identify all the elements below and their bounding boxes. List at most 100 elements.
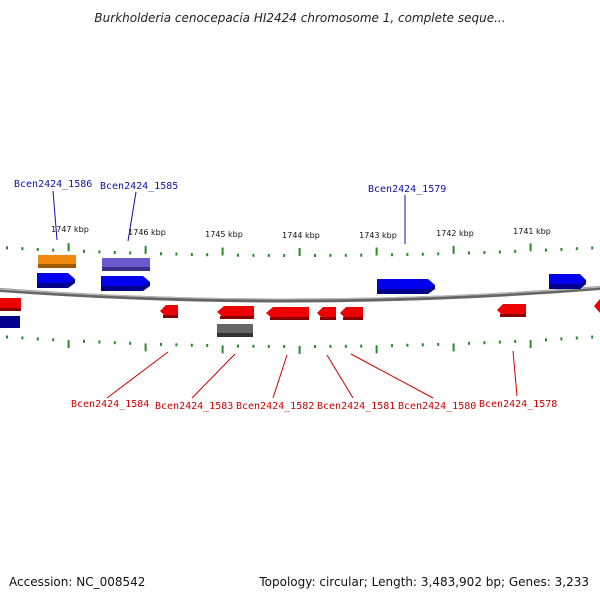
gene-label-1582[interactable]: Bcen2424_1582	[236, 401, 314, 412]
minor-tick	[129, 341, 132, 345]
minor-tick	[329, 344, 332, 348]
minor-tick	[545, 338, 547, 342]
gene-arrow-shadow	[549, 280, 586, 289]
gene-feature	[0, 316, 20, 328]
gene-arrow-1583[interactable]	[217, 306, 254, 318]
gene-label-1581[interactable]: Bcen2424_1581	[317, 401, 395, 412]
label-connector	[106, 351, 169, 399]
minor-tick	[6, 246, 8, 250]
minor-tick	[591, 246, 594, 250]
gene-arrow[interactable]	[594, 299, 600, 313]
minor-tick	[206, 253, 209, 257]
minor-tick	[514, 249, 517, 253]
minor-tick	[21, 336, 24, 340]
gene-label-1586[interactable]: Bcen2424_1586	[14, 179, 92, 190]
minor-tick	[267, 253, 270, 257]
minor-tick	[329, 253, 332, 257]
major-tick	[144, 245, 147, 254]
gene-arrow-1579[interactable]	[377, 279, 435, 291]
minor-tick	[560, 247, 563, 251]
minor-tick	[575, 336, 578, 340]
forward-strand-genes	[37, 255, 586, 294]
chromosome-backbone-highlight	[0, 286, 600, 300]
minor-tick	[283, 345, 286, 348]
major-tick	[221, 345, 224, 354]
minor-tick	[360, 344, 363, 348]
gene-label-1579[interactable]: Bcen2424_1579	[368, 184, 446, 195]
major-tick	[221, 247, 224, 256]
gene-label-1583[interactable]: Bcen2424_1583	[155, 401, 233, 412]
major-tick	[452, 245, 455, 254]
scale-label: 1747 kbp	[51, 225, 89, 234]
gene-arrow-1585[interactable]	[101, 276, 150, 288]
major-tick	[298, 346, 301, 354]
minor-tick	[344, 253, 347, 257]
minor-tick	[160, 252, 162, 256]
gene-label-1585[interactable]: Bcen2424_1585	[100, 181, 178, 192]
gene-arrow-1586[interactable]	[37, 273, 75, 285]
minor-tick	[468, 341, 470, 345]
minor-tick	[129, 251, 132, 255]
minor-tick	[267, 344, 270, 348]
gene-arrow-1584[interactable]	[160, 305, 178, 317]
scale-label: 1746 kbp	[128, 228, 166, 237]
minor-tick	[421, 343, 424, 347]
gene-arrow-1581[interactable]	[317, 307, 336, 319]
minor-tick	[98, 340, 101, 344]
major-tick	[375, 247, 378, 256]
minor-tick	[545, 248, 547, 252]
accession-text: Accession: NC_008542	[9, 575, 146, 589]
label-connector	[350, 353, 434, 399]
minor-tick	[237, 344, 239, 348]
scale-label: 1745 kbp	[205, 230, 243, 239]
minor-tick	[83, 249, 85, 253]
major-tick	[67, 243, 70, 252]
gene-label-1578[interactable]: Bcen2424_1578	[479, 399, 557, 410]
major-tick	[375, 345, 378, 354]
minor-tick	[21, 247, 24, 251]
gene-arrow[interactable]	[549, 274, 586, 286]
minor-tick	[591, 335, 594, 339]
minor-tick	[406, 253, 409, 256]
label-connector	[52, 190, 58, 241]
gene-label-1584[interactable]: Bcen2424_1584	[71, 399, 149, 410]
scale-label: 1743 kbp	[359, 231, 397, 240]
gene-arrow-1582[interactable]	[266, 307, 309, 319]
major-tick	[529, 243, 532, 252]
gene-arrow-shadow	[163, 315, 178, 318]
minor-tick	[575, 247, 578, 251]
label-connector	[272, 354, 288, 399]
minor-tick	[175, 252, 178, 256]
gene-arrow-shadow	[101, 282, 150, 291]
label-connector	[127, 191, 137, 242]
gene-arrow-shadow	[0, 308, 21, 311]
minor-tick	[36, 337, 39, 341]
minor-tick	[498, 340, 501, 344]
scale-label: 1741 kbp	[513, 227, 551, 236]
minor-tick	[314, 254, 316, 257]
gene-arrow-1580[interactable]	[340, 307, 363, 319]
minor-tick	[6, 335, 8, 339]
scale-label: 1744 kbp	[282, 231, 320, 240]
minor-tick	[252, 344, 255, 348]
gene-arrow-shadow	[500, 314, 526, 317]
scale-labels: 1747 kbp 1746 kbp 1745 kbp 1744 kbp 1743…	[51, 225, 551, 240]
map-title: Burkholderia cenocepacia HI2424 chromoso…	[94, 11, 506, 25]
minor-tick	[468, 251, 470, 255]
gene-arrow-shadow	[343, 317, 363, 320]
gene-arrow-shadow	[37, 279, 75, 288]
minor-tick	[252, 253, 255, 257]
label-connector	[191, 353, 236, 399]
minor-tick	[437, 252, 440, 256]
major-tick	[452, 343, 455, 352]
minor-tick	[344, 344, 347, 348]
gene-arrow-1578[interactable]	[497, 304, 526, 316]
scale-ticks-bottom	[6, 335, 594, 354]
minor-tick	[190, 253, 193, 256]
minor-tick	[498, 250, 501, 254]
minor-tick	[360, 253, 363, 257]
gene-arrow[interactable]	[0, 298, 21, 310]
gene-label-1580[interactable]: Bcen2424_1580	[398, 401, 476, 412]
minor-tick	[83, 339, 85, 343]
minor-tick	[113, 341, 116, 345]
